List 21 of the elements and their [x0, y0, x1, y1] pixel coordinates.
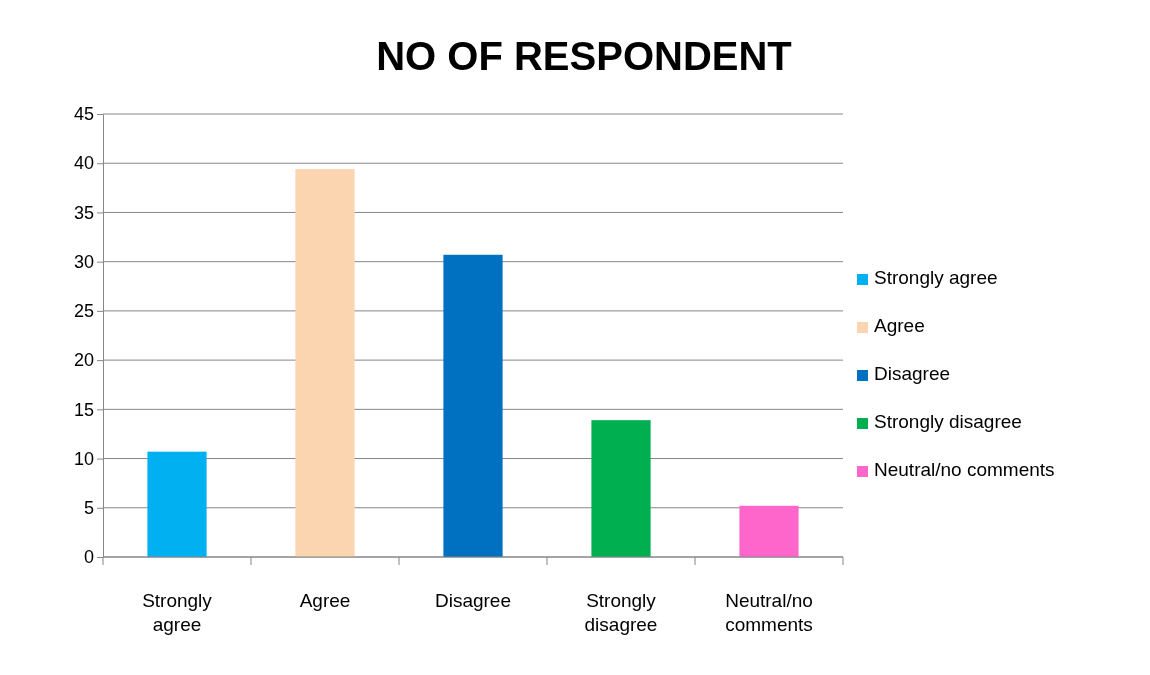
legend-label: Agree: [874, 315, 925, 336]
y-tick-label: 0: [83, 547, 94, 568]
legend-label: Neutral/no comments: [874, 459, 1055, 480]
x-tick-label: Strongly disagree: [584, 590, 658, 635]
x-tick-label: Agree: [299, 590, 351, 611]
y-tick-label: 40: [73, 153, 94, 174]
y-tick-label: 30: [73, 251, 94, 272]
y-tick-label: 25: [73, 301, 94, 322]
legend-label: Strongly agree: [874, 267, 998, 288]
y-tick-label: 10: [73, 448, 94, 469]
y-tick-label: 20: [73, 350, 94, 371]
y-tick-label: 45: [73, 104, 94, 125]
chart-title: NO OF RESPONDENT: [376, 34, 792, 78]
x-tick-label: Neutral/no comments: [725, 590, 813, 635]
legend-label: Disagree: [874, 363, 951, 384]
x-tick-label: Disagree: [434, 590, 512, 611]
y-tick-label: 5: [83, 498, 94, 519]
y-tick-label: 15: [73, 399, 94, 420]
legend-label: Strongly disagree: [874, 411, 1022, 432]
y-tick-label: 35: [73, 202, 94, 223]
x-tick-label: Strongly agree: [142, 590, 213, 635]
